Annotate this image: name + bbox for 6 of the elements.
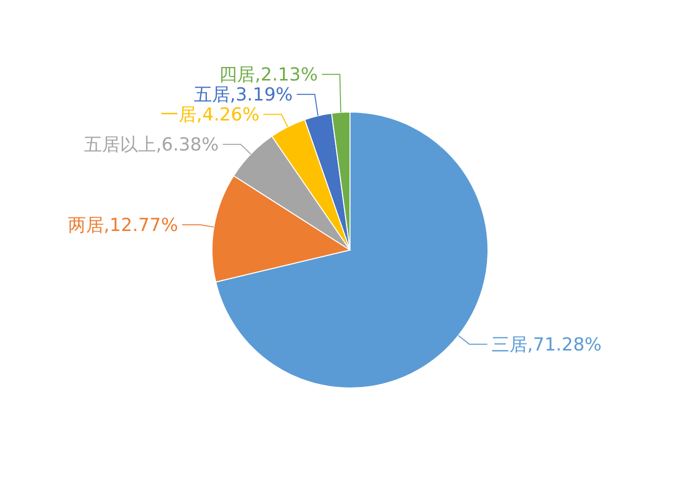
slice-label: 两居,12.77% <box>68 215 178 236</box>
slice-label: 一居,4.26% <box>160 104 260 126</box>
slice-label: 四居,2.13% <box>218 64 318 86</box>
slice-label: 五居,3.19% <box>194 84 293 106</box>
slice-label: 三居,71.28% <box>491 334 602 356</box>
slice-label: 五居以上,6.38% <box>84 134 219 156</box>
